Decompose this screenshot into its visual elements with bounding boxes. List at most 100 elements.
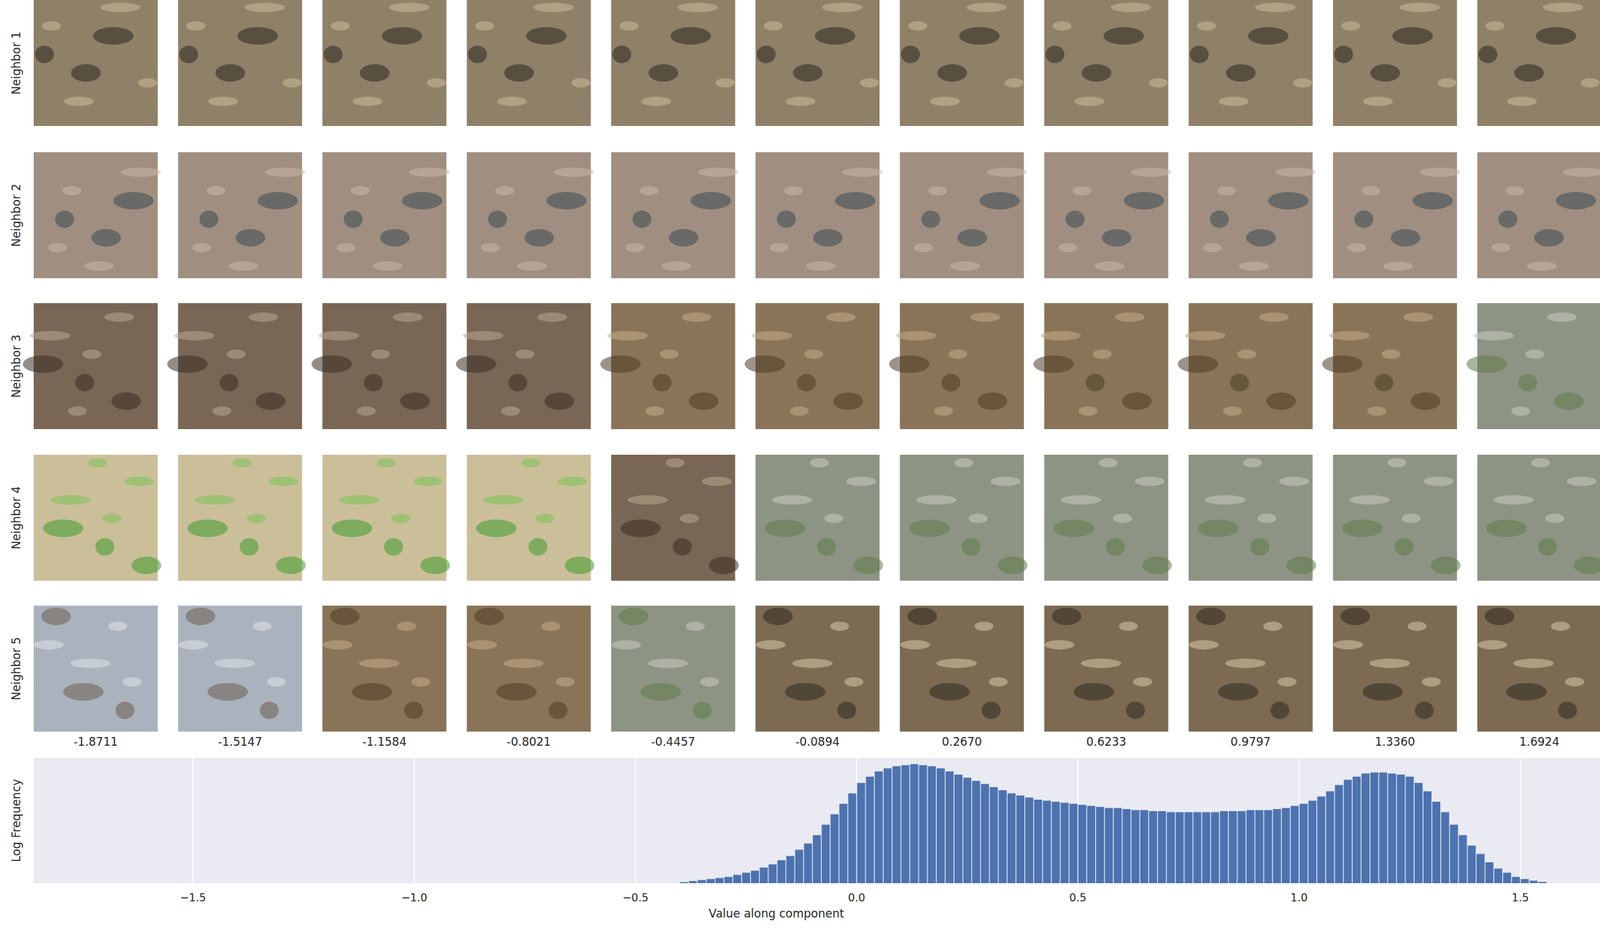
image-texture bbox=[797, 374, 817, 392]
image-texture bbox=[62, 186, 81, 196]
histogram-bars bbox=[680, 764, 1547, 884]
image-texture bbox=[1473, 330, 1514, 341]
image-texture bbox=[1354, 210, 1373, 228]
histogram-bar bbox=[1060, 803, 1069, 884]
image-texture bbox=[178, 640, 209, 650]
image-texture bbox=[1078, 406, 1098, 416]
image-base bbox=[1043, 605, 1168, 732]
image-texture bbox=[359, 659, 400, 669]
image-texture bbox=[104, 312, 135, 323]
image-texture bbox=[826, 312, 856, 323]
image-texture bbox=[1566, 476, 1597, 486]
image-texture bbox=[1103, 26, 1144, 45]
image-texture bbox=[1518, 374, 1538, 392]
neighbor-image bbox=[1477, 605, 1600, 732]
image-texture bbox=[1423, 476, 1454, 486]
image-base bbox=[899, 0, 1024, 127]
image-texture bbox=[1363, 96, 1394, 106]
neighbor-image bbox=[33, 0, 158, 127]
histogram-bar bbox=[1042, 801, 1051, 884]
image-texture bbox=[1268, 192, 1309, 210]
grid-line bbox=[1519, 758, 1522, 884]
image-texture bbox=[756, 45, 776, 64]
y-axis-label: Log Frequency bbox=[9, 779, 23, 863]
histogram-bar bbox=[1449, 824, 1458, 884]
image-texture bbox=[475, 519, 517, 538]
image-texture bbox=[352, 96, 383, 106]
image-texture bbox=[495, 186, 515, 196]
x-tick-label: 0.5 bbox=[1069, 891, 1087, 905]
neighbor-image bbox=[611, 605, 736, 732]
image-texture bbox=[934, 406, 953, 416]
image-texture bbox=[771, 495, 813, 505]
image-texture bbox=[1045, 45, 1065, 64]
neighbor-image bbox=[322, 0, 447, 127]
image-texture bbox=[93, 26, 134, 45]
image-texture bbox=[769, 243, 789, 253]
histogram-bar bbox=[1308, 801, 1317, 884]
image-texture bbox=[244, 2, 286, 13]
image-texture bbox=[474, 607, 505, 626]
image-texture bbox=[1072, 186, 1092, 196]
image-texture bbox=[115, 701, 135, 720]
histogram-bar bbox=[1184, 812, 1193, 884]
neighbor-image bbox=[467, 152, 595, 279]
histogram-bar bbox=[848, 793, 857, 884]
histogram-bar bbox=[1069, 804, 1078, 884]
image-texture bbox=[187, 519, 228, 538]
image-texture bbox=[75, 374, 95, 392]
column-label: 1.3360 bbox=[1374, 735, 1415, 749]
image-texture bbox=[668, 229, 699, 247]
image-texture bbox=[763, 20, 783, 31]
image-texture bbox=[381, 26, 422, 45]
image-base bbox=[33, 605, 158, 732]
neighbor-image bbox=[755, 152, 883, 279]
image-texture bbox=[928, 186, 948, 196]
grid-line bbox=[413, 758, 416, 884]
neighbor-image bbox=[1188, 605, 1313, 732]
image-texture bbox=[697, 167, 738, 178]
histogram-bar bbox=[804, 843, 813, 884]
image-texture bbox=[526, 26, 567, 45]
column-label: -0.0894 bbox=[795, 735, 840, 749]
histogram-bar bbox=[1255, 810, 1264, 885]
image-texture bbox=[908, 20, 928, 31]
neighbor-image bbox=[611, 0, 736, 127]
neighbor-image bbox=[1188, 152, 1317, 279]
image-texture bbox=[363, 374, 383, 392]
image-texture bbox=[371, 349, 391, 360]
image-texture bbox=[627, 495, 668, 505]
histogram-bar bbox=[1122, 809, 1131, 884]
image-texture bbox=[1081, 659, 1122, 669]
image-base bbox=[1333, 605, 1458, 732]
image-texture bbox=[84, 261, 114, 271]
image-texture bbox=[467, 45, 487, 64]
histogram-bar bbox=[909, 764, 918, 884]
image-base bbox=[1188, 605, 1313, 732]
image-texture bbox=[744, 355, 786, 374]
column-label: 1.6924 bbox=[1519, 735, 1559, 749]
image-texture bbox=[544, 392, 575, 411]
histogram-bar bbox=[1095, 807, 1104, 884]
histogram-bar bbox=[1025, 797, 1034, 884]
neighbor-image bbox=[888, 303, 1024, 430]
image-texture bbox=[907, 607, 937, 626]
image-texture bbox=[632, 210, 652, 228]
image-texture bbox=[1506, 96, 1537, 106]
image-texture bbox=[331, 519, 373, 538]
histogram-bar bbox=[839, 804, 848, 884]
neighbor-image bbox=[311, 303, 447, 430]
histogram-bar bbox=[1432, 802, 1441, 884]
image-texture bbox=[1132, 677, 1152, 687]
histogram-bar bbox=[1246, 810, 1255, 885]
image-texture bbox=[411, 677, 430, 687]
image-base bbox=[611, 0, 736, 127]
image-texture bbox=[1390, 229, 1421, 247]
image-texture bbox=[1237, 349, 1257, 360]
image-texture bbox=[701, 476, 732, 486]
x-tick-label: −0.5 bbox=[622, 891, 649, 905]
column-label: 0.2670 bbox=[941, 735, 982, 749]
histogram-bar bbox=[1423, 791, 1432, 884]
image-texture bbox=[252, 622, 272, 632]
neighbor-image bbox=[1043, 454, 1172, 581]
